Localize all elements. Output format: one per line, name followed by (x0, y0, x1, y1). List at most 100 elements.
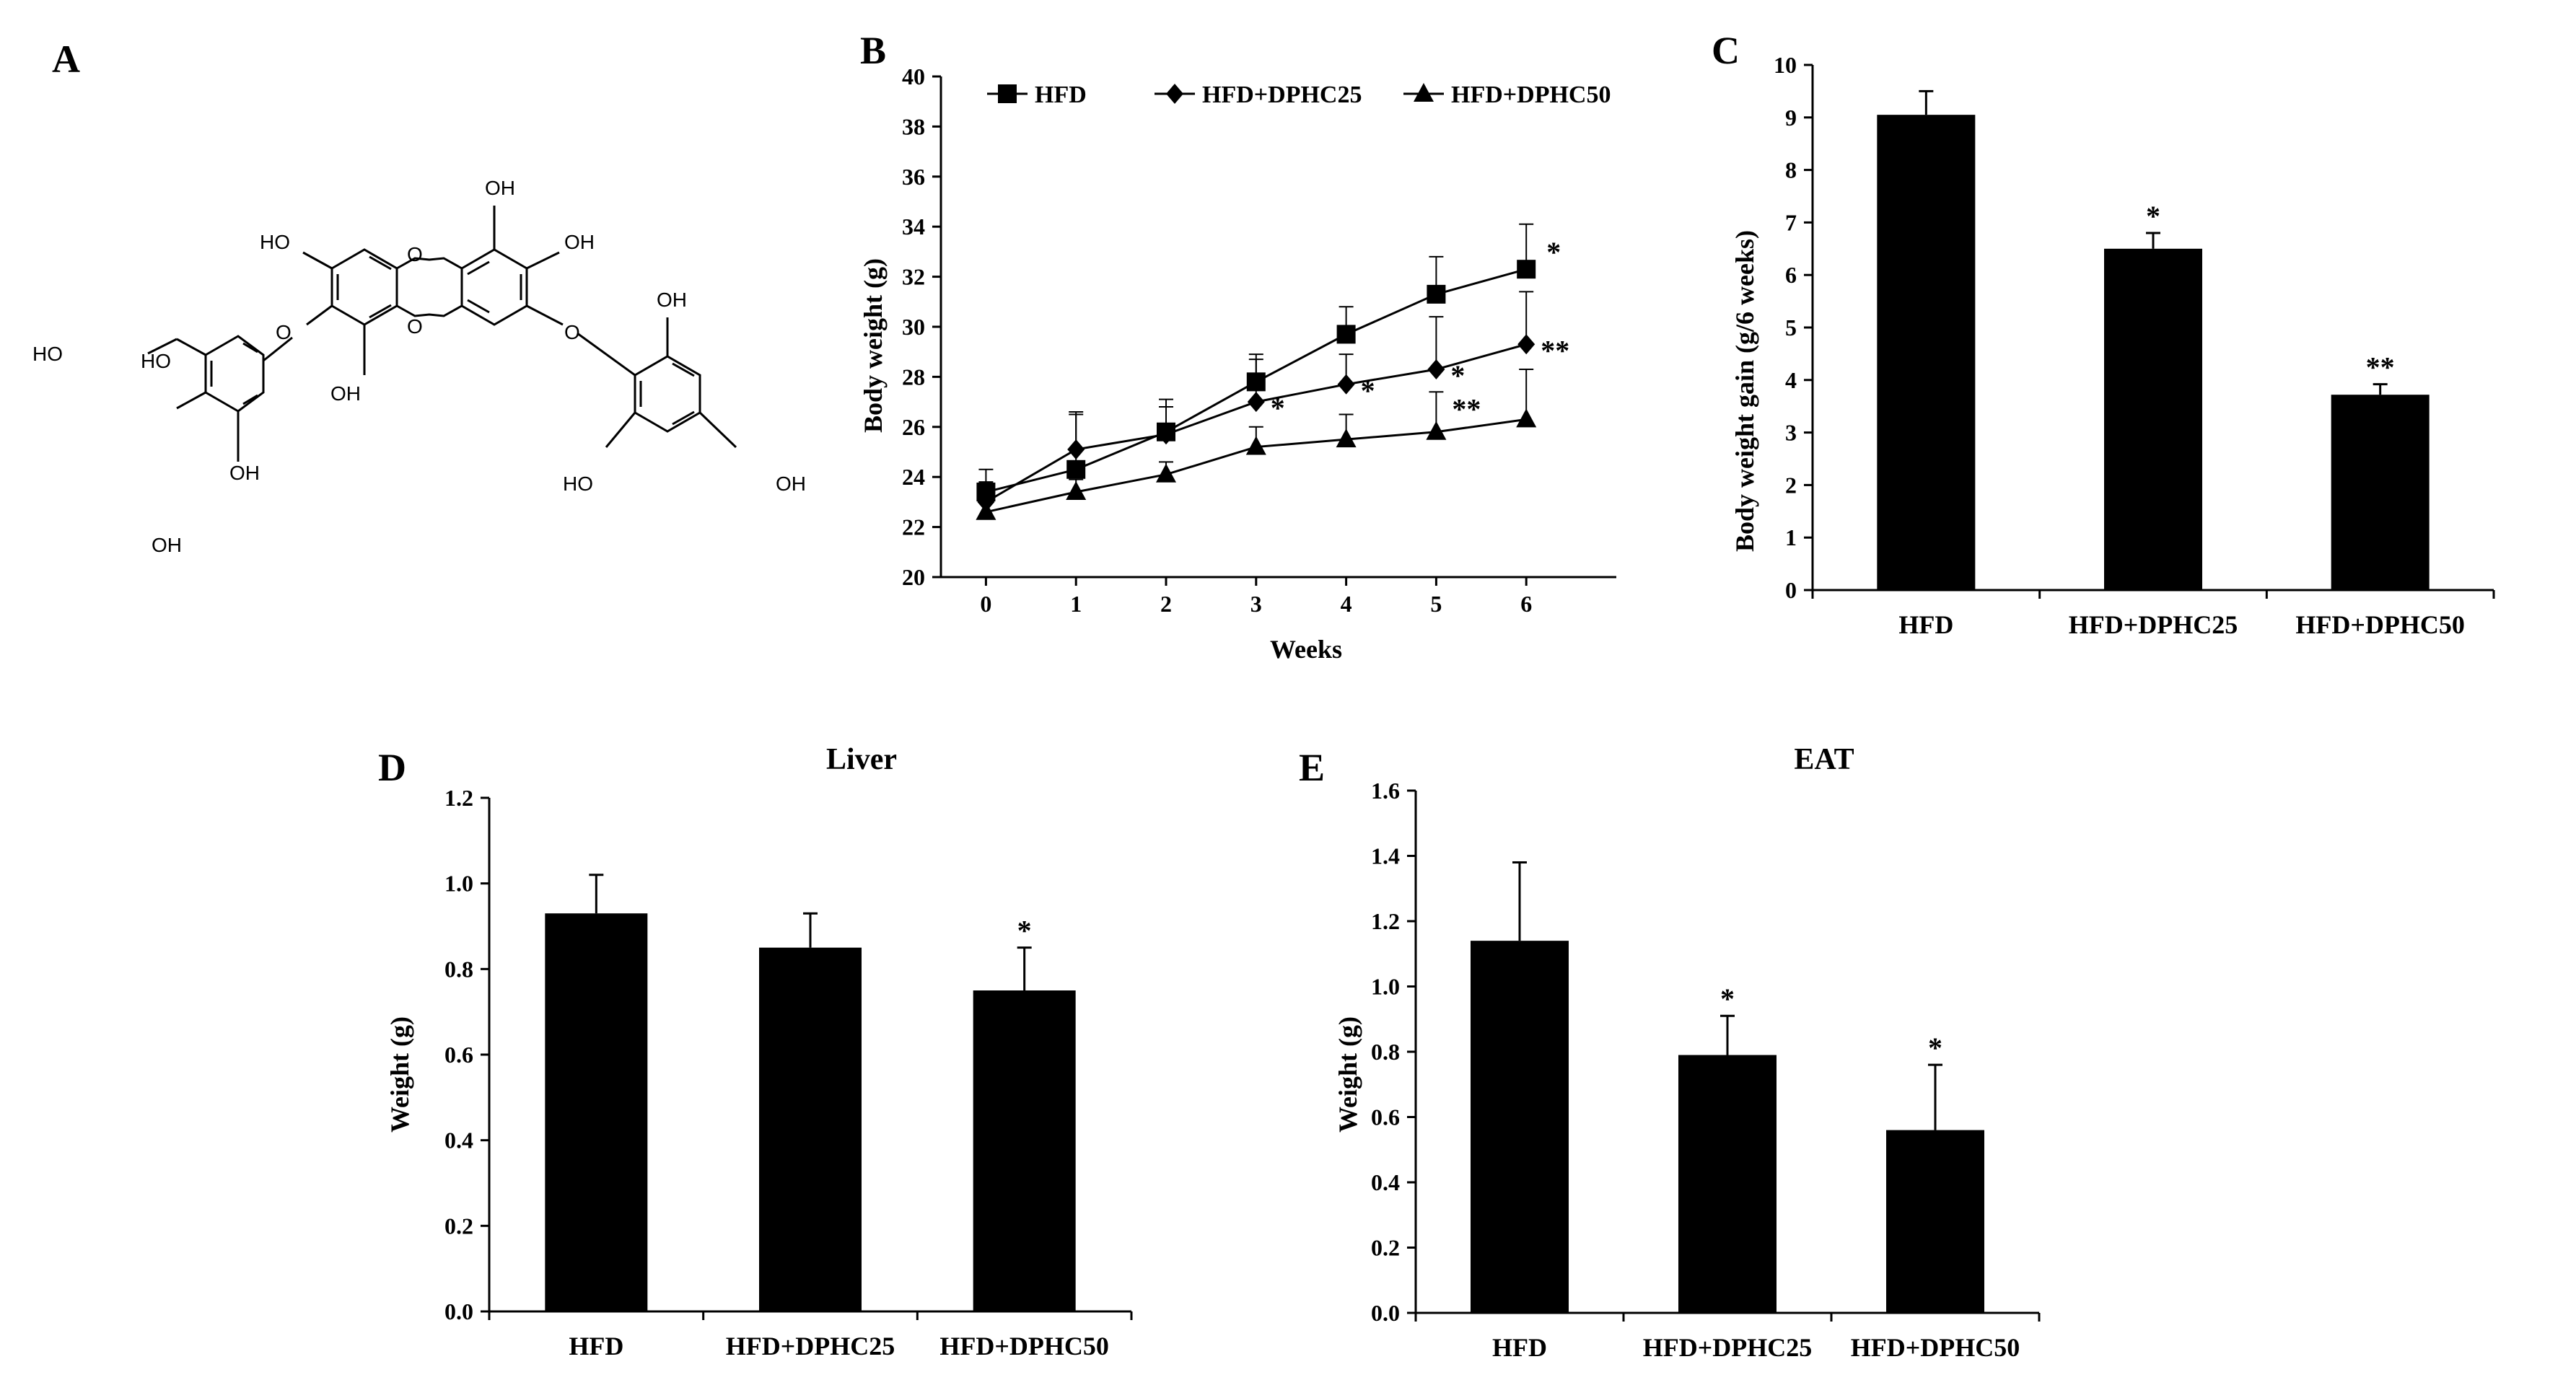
significance-marker: * (1546, 236, 1561, 268)
y-tick-label: 32 (902, 264, 925, 290)
y-tick-label: 4 (1785, 367, 1797, 393)
data-point (1427, 284, 1446, 304)
series-hfd: * (976, 223, 1561, 502)
y-tick-label: 1.4 (1371, 843, 1400, 869)
data-point (1517, 260, 1536, 279)
y-tick-label: 1 (1785, 524, 1797, 550)
data-point (1517, 334, 1535, 355)
y-tick-label: 1.2 (1371, 908, 1400, 934)
atom-oh-1: OH (485, 177, 515, 199)
x-tick-label: HFD (569, 1332, 623, 1360)
atom-ho-9: HO (141, 350, 171, 372)
series-hfd-dphc25: ** *** (977, 291, 1569, 512)
y-axis-label: Body weight (g) (859, 258, 888, 433)
panel-label-c: C (1712, 29, 1740, 72)
data-point (1247, 392, 1265, 413)
data-point (1067, 439, 1085, 460)
bar-hfd-dphc50 (1886, 1130, 1984, 1313)
atom-oh-10: OH (776, 472, 806, 495)
data-point (1245, 436, 1266, 455)
y-tick-label: 0 (1785, 577, 1797, 603)
legend: HFD HFD+DPHC25 HFD+DPHC50 (987, 82, 1611, 108)
atom-o-ether-right: O (564, 321, 580, 343)
significance-marker: * (1271, 392, 1285, 424)
y-tick-label: 6 (1785, 262, 1797, 288)
x-tick-label: 1 (1070, 591, 1082, 617)
atom-oh-11: OH (229, 462, 260, 484)
data-point (1066, 481, 1087, 501)
panel-label-e: E (1299, 746, 1325, 789)
chart-eat-weight: EAT Weight (g) 0.0 0.2 0.4 0.6 0.8 1.0 1.2 1.4 1… (1333, 743, 2041, 1362)
y-tick-label: 1.0 (1371, 974, 1400, 1000)
y-tick-label: 10 (1774, 52, 1797, 78)
y-tick-label: 24 (902, 464, 925, 490)
significance-marker: ** (1541, 334, 1569, 366)
bar-hfd-dphc25 (759, 947, 862, 1311)
significance-marker: * (1720, 982, 1735, 1015)
y-tick-label: 40 (902, 63, 925, 89)
y-tick-label: 30 (902, 314, 925, 340)
bar-hfd-dphc25 (1678, 1055, 1777, 1313)
ring-far-left (204, 335, 265, 413)
legend-label: HFD+DPHC25 (1202, 82, 1362, 108)
atom-o-ring-top: O (407, 243, 423, 265)
y-tick-label: 1.2 (444, 785, 473, 811)
y-tick-label: 20 (902, 564, 925, 590)
bar-hfd (545, 913, 648, 1311)
atom-oh-5: OH (657, 289, 687, 311)
y-tick-label: 22 (902, 514, 925, 540)
bar-hfd (1471, 941, 1569, 1313)
bar-hfd (1877, 115, 1976, 590)
y-tick-label: 0.8 (1371, 1039, 1400, 1065)
ring-far-right (634, 355, 701, 433)
y-tick-label: 0.2 (444, 1213, 473, 1239)
y-tick-label: 36 (902, 164, 925, 190)
atom-oh-4: OH (330, 382, 361, 405)
x-tick-label: HFD (1492, 1333, 1547, 1362)
legend-label: HFD+DPHC50 (1451, 82, 1611, 108)
panel-label-d: D (378, 746, 406, 789)
data-point (1426, 421, 1447, 440)
atom-o-ring-bottom: O (407, 315, 423, 338)
significance-marker: * (1928, 1032, 1942, 1064)
significance-marker: * (1450, 359, 1465, 392)
x-tick-label: HFD (1898, 610, 1953, 639)
data-point (1516, 408, 1537, 428)
bridge-top (396, 257, 463, 270)
bar-hfd-dphc50 (973, 990, 1076, 1311)
y-tick-label: 9 (1785, 105, 1797, 131)
ring-left (330, 248, 398, 326)
y-tick-label: 0.0 (1371, 1300, 1400, 1326)
x-tick-label: HFD+DPHC25 (1643, 1333, 1813, 1362)
chemical-structure-dphc (147, 206, 737, 462)
chart-body-weight-gain: Body weight gain (g/6 weeks) 0 1 2 3 4 5 6 7 8 9 1… (1730, 52, 2495, 639)
data-point (1336, 325, 1356, 344)
legend-marker (998, 84, 1017, 103)
series-hfd-dphc50: ** (976, 368, 1537, 520)
data-point (976, 501, 996, 520)
atom-o-ether-left: O (276, 321, 292, 343)
chart-title: EAT (1794, 743, 1854, 776)
x-tick-label: 0 (980, 591, 991, 617)
chart-liver-weight: Liver Weight (g) 0.0 0.2 0.4 0.6 0.8 1.0 1.2 HF… (385, 743, 1133, 1360)
y-tick-label: 2 (1785, 472, 1797, 498)
y-tick-label: 3 (1785, 420, 1797, 446)
y-axis-label: Body weight gain (g/6 weeks) (1730, 230, 1759, 552)
y-tick-label: 0.6 (444, 1042, 473, 1068)
x-tick-label: HFD+DPHC50 (1851, 1333, 2020, 1362)
x-tick-label: HFD+DPHC50 (939, 1332, 1109, 1360)
y-tick-label: 0.6 (1371, 1104, 1400, 1130)
y-axis-label: Weight (g) (385, 1016, 414, 1133)
panel-label-a: A (52, 38, 80, 81)
data-point (1337, 374, 1355, 395)
y-tick-label: 0.0 (444, 1298, 473, 1324)
y-tick-label: 8 (1785, 157, 1797, 183)
data-point (1336, 428, 1357, 448)
atom-ho-3: HO (260, 231, 290, 253)
y-tick-label: 0.4 (444, 1127, 473, 1153)
y-tick-label: 5 (1785, 315, 1797, 340)
y-tick-label: 34 (902, 214, 925, 239)
chart-title: Liver (826, 743, 897, 776)
significance-marker: * (1017, 915, 1032, 947)
